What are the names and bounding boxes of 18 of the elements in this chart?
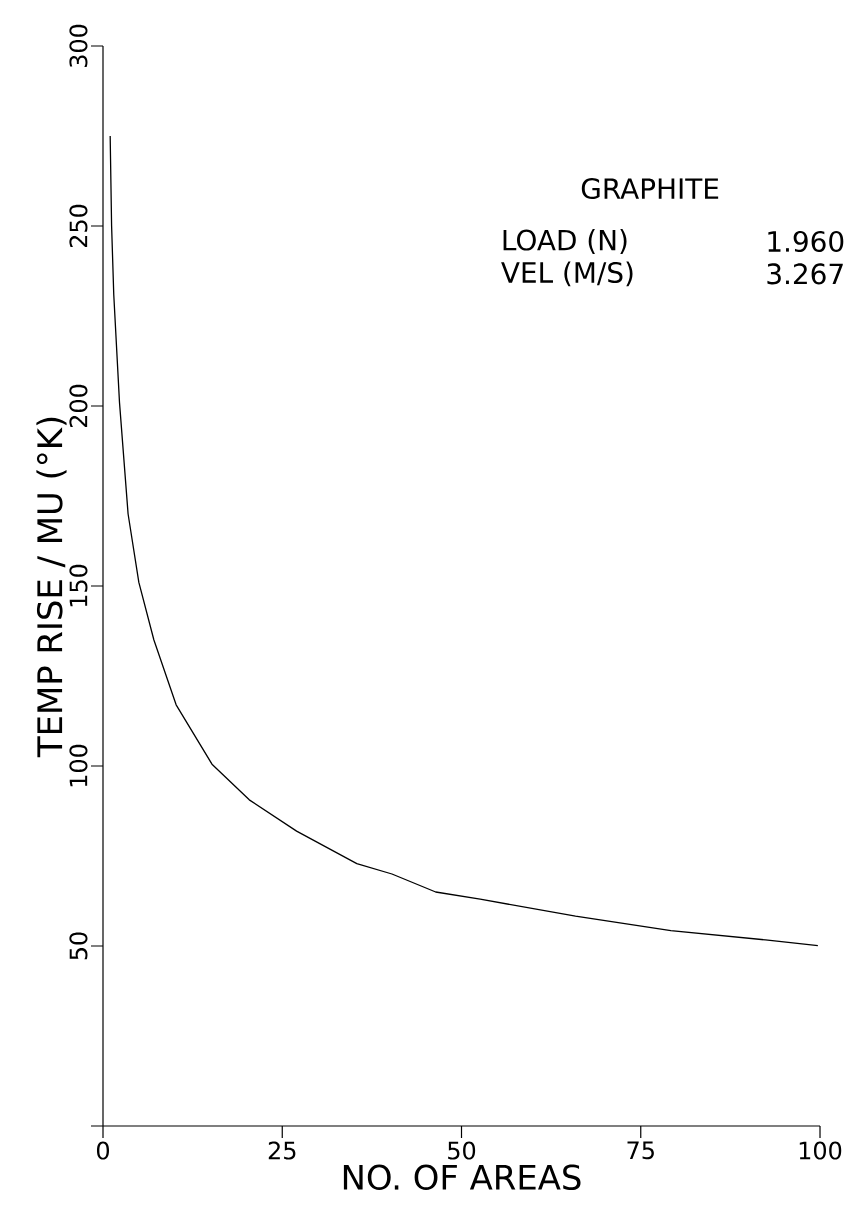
x-tick-label: 25 (268, 1141, 296, 1160)
y-tick-label: 250 (69, 204, 88, 248)
x-axis-title: NO. OF AREAS (343, 1164, 581, 1191)
annotation: LOAD (N) (503, 229, 627, 254)
y-tick-label: 300 (69, 24, 88, 67)
y-axis-title: TEMP RISE / MU (°K) (36, 417, 67, 758)
y-tick-label: 50 (69, 932, 88, 960)
y-tick-label: 150 (69, 564, 88, 607)
x-tick-label: 75 (627, 1141, 654, 1160)
x-tick-label: 50 (448, 1141, 476, 1160)
text: GRAPHITE (581, 178, 719, 200)
x-tick-label: 100 (799, 1141, 842, 1160)
annotation: 1.960 (768, 230, 844, 253)
y-tick-label: 100 (69, 744, 88, 787)
annotation: VEL (M/S) (501, 261, 633, 287)
y-tick-label: 200 (69, 384, 88, 428)
annotation: 3.267 (767, 263, 843, 285)
x-tick-label: 0 (96, 1141, 110, 1160)
